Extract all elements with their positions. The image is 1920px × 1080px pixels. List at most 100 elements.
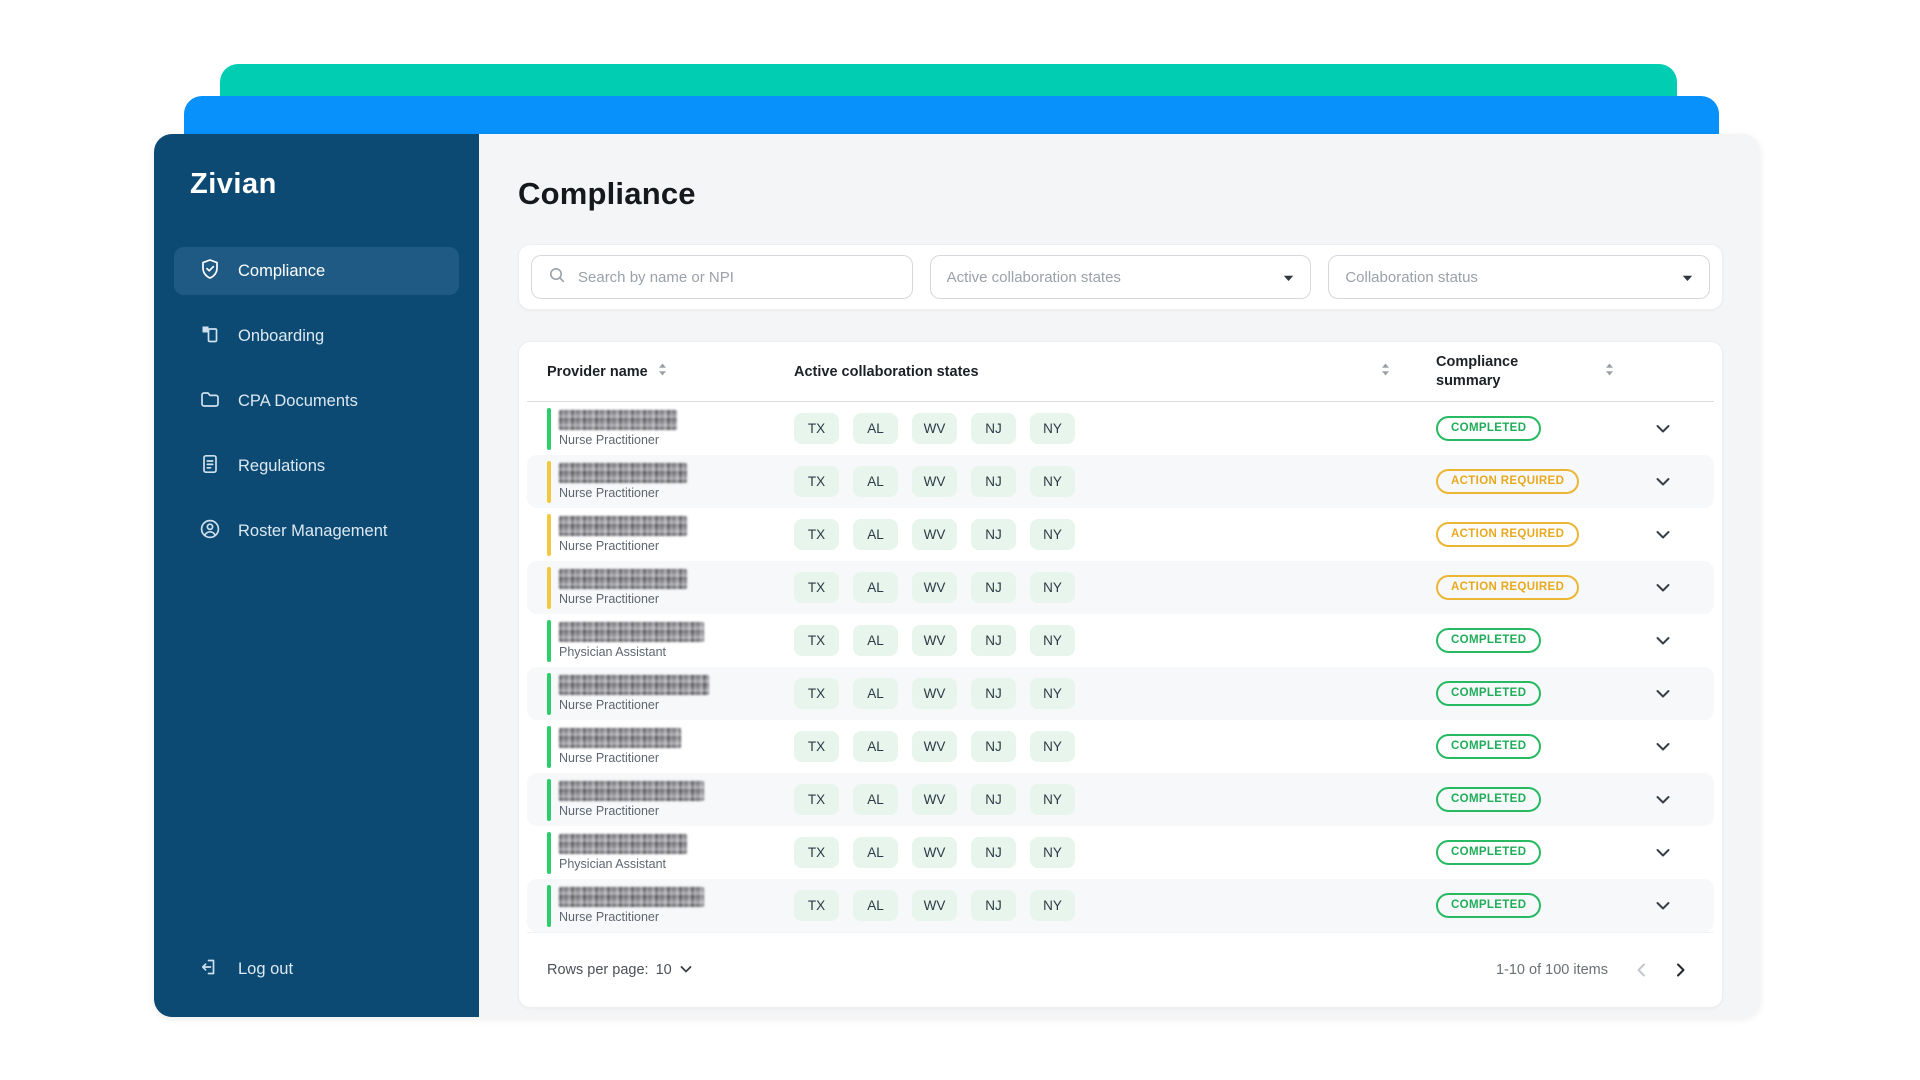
app-window: Zivian Compliance Onboarding CPA Documen…: [154, 134, 1760, 1017]
provider-role: Nurse Practitioner: [559, 804, 660, 818]
expand-row-button[interactable]: [1649, 892, 1677, 920]
state-chip: TX: [794, 519, 839, 550]
state-chips: TX AL WV NJ NY: [794, 519, 1436, 550]
column-header-compliance-summary[interactable]: Compliance summary: [1436, 353, 1632, 389]
document-icon: [199, 453, 221, 480]
expand-row-button[interactable]: [1649, 574, 1677, 602]
state-chip: TX: [794, 625, 839, 656]
expand-row-button[interactable]: [1649, 468, 1677, 496]
column-header-provider-name[interactable]: Provider name: [547, 363, 794, 380]
row-status-bar: [547, 725, 551, 768]
row-status-bar: [547, 831, 551, 874]
expand-row-button[interactable]: [1649, 839, 1677, 867]
state-chip: TX: [794, 572, 839, 603]
provider-name-redacted: [559, 887, 704, 907]
provider-name-cell: Nurse Practitioner: [547, 672, 794, 715]
provider-name-cell: Nurse Practitioner: [547, 884, 794, 927]
active-states-dropdown[interactable]: Active collaboration states: [929, 255, 1312, 299]
provider-name-redacted: [559, 834, 687, 854]
provider-name-redacted: [559, 463, 687, 483]
state-chips: TX AL WV NJ NY: [794, 466, 1436, 497]
state-chip: NJ: [971, 466, 1016, 497]
state-chip: TX: [794, 784, 839, 815]
state-chip: NY: [1030, 572, 1075, 603]
state-chip: AL: [853, 731, 898, 762]
onboarding-icon: [199, 323, 221, 350]
state-chip: WV: [912, 466, 957, 497]
previous-page-button[interactable]: [1628, 956, 1656, 984]
state-chip: AL: [853, 413, 898, 444]
compliance-summary-cell: COMPLETED: [1436, 681, 1632, 706]
provider-name-redacted: [559, 516, 687, 536]
providers-table: Provider name Active collaboration state…: [518, 341, 1723, 1008]
logout-button[interactable]: Log out: [154, 956, 479, 993]
compliance-summary-cell: COMPLETED: [1436, 893, 1632, 918]
row-status-bar: [547, 513, 551, 556]
state-chip: WV: [912, 731, 957, 762]
state-chip: NJ: [971, 890, 1016, 921]
provider-name-cell: Nurse Practitioner: [547, 566, 794, 609]
state-chip: NY: [1030, 678, 1075, 709]
table-footer: Rows per page: 10 1-10 of 100 items: [527, 932, 1714, 1007]
provider-name-redacted: [559, 675, 709, 695]
provider-name-redacted: [559, 622, 704, 642]
table-row: Nurse Practitioner TX AL WV NJ NY COMPLETED: [527, 667, 1714, 720]
table-row: Physician Assistant TX AL WV NJ NY COMPLETED: [527, 826, 1714, 879]
compliance-status-badge: COMPLETED: [1436, 734, 1542, 759]
compliance-status-badge: COMPLETED: [1436, 628, 1542, 653]
state-chip: NY: [1030, 625, 1075, 656]
next-page-button[interactable]: [1666, 956, 1694, 984]
state-chip: NJ: [971, 413, 1016, 444]
collaboration-status-dropdown[interactable]: Collaboration status: [1328, 255, 1711, 299]
state-chip: AL: [853, 890, 898, 921]
state-chip: AL: [853, 837, 898, 868]
sidebar-item-cpa-documents[interactable]: CPA Documents: [174, 377, 459, 425]
user-circle-icon: [199, 518, 221, 545]
sidebar-item-roster-management[interactable]: Roster Management: [174, 507, 459, 555]
state-chip: WV: [912, 572, 957, 603]
state-chip: NJ: [971, 731, 1016, 762]
sidebar-item-label: CPA Documents: [238, 391, 358, 410]
column-header-active-states[interactable]: Active collaboration states: [794, 363, 1436, 380]
expand-row-button[interactable]: [1649, 521, 1677, 549]
compliance-summary-cell: ACTION REQUIRED: [1436, 575, 1632, 600]
state-chip: WV: [912, 413, 957, 444]
rows-per-page-value: 10: [655, 962, 672, 978]
state-chip: NJ: [971, 837, 1016, 868]
compliance-status-badge: ACTION REQUIRED: [1436, 575, 1580, 600]
compliance-summary-cell: COMPLETED: [1436, 787, 1632, 812]
rows-per-page-control[interactable]: Rows per page: 10: [547, 962, 693, 978]
expand-row-button[interactable]: [1649, 680, 1677, 708]
compliance-status-badge: COMPLETED: [1436, 893, 1542, 918]
provider-role: Nurse Practitioner: [559, 592, 660, 606]
provider-role: Nurse Practitioner: [559, 751, 660, 765]
sidebar-item-regulations[interactable]: Regulations: [174, 442, 459, 490]
pagination: 1-10 of 100 items: [1496, 956, 1694, 984]
expand-row-button[interactable]: [1649, 733, 1677, 761]
expand-row-button[interactable]: [1649, 627, 1677, 655]
provider-role: Nurse Practitioner: [559, 698, 660, 712]
expand-row-button[interactable]: [1649, 415, 1677, 443]
state-chip: NY: [1030, 731, 1075, 762]
pagination-range: 1-10 of 100 items: [1495, 962, 1608, 978]
provider-name-redacted: [559, 569, 687, 589]
provider-role: Physician Assistant: [559, 857, 666, 871]
search-input[interactable]: [531, 255, 913, 299]
sidebar-item-compliance[interactable]: Compliance: [174, 247, 459, 295]
search-field[interactable]: [576, 267, 896, 287]
compliance-status-badge: ACTION REQUIRED: [1436, 469, 1580, 494]
expand-row-button[interactable]: [1649, 786, 1677, 814]
compliance-summary-cell: COMPLETED: [1436, 840, 1632, 865]
state-chip: WV: [912, 890, 957, 921]
state-chip: AL: [853, 466, 898, 497]
sidebar-item-onboarding[interactable]: Onboarding: [174, 312, 459, 360]
filter-bar: Active collaboration states Collaboratio…: [518, 244, 1723, 310]
compliance-status-badge: ACTION REQUIRED: [1436, 522, 1580, 547]
state-chips: TX AL WV NJ NY: [794, 731, 1436, 762]
provider-name-redacted: [559, 781, 704, 801]
compliance-summary-cell: COMPLETED: [1436, 416, 1632, 441]
state-chip: NY: [1030, 519, 1075, 550]
table-row: Nurse Practitioner TX AL WV NJ NY COMPLETED: [527, 402, 1714, 455]
table-row: Nurse Practitioner TX AL WV NJ NY ACTION REQ…: [527, 508, 1714, 561]
state-chip: TX: [794, 837, 839, 868]
